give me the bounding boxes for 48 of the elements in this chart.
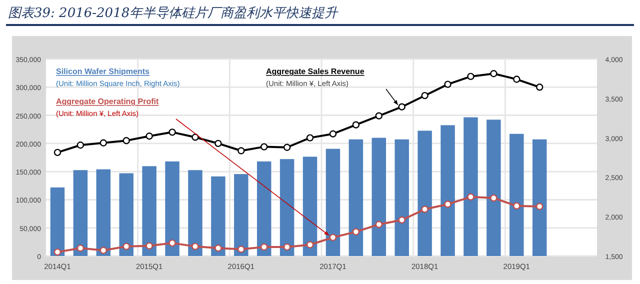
point (122, 137, 130, 144)
point (329, 234, 337, 242)
point (214, 244, 222, 252)
point (444, 80, 452, 88)
point (444, 200, 452, 208)
point (283, 144, 291, 151)
point (260, 243, 268, 251)
point (536, 84, 544, 91)
point (513, 76, 520, 83)
point (168, 239, 176, 247)
point (238, 147, 245, 154)
text: Aggregate Sales Revenue (266, 67, 365, 76)
point (375, 220, 382, 228)
point (122, 242, 130, 250)
point (421, 92, 428, 100)
point (306, 134, 314, 142)
point (490, 70, 498, 78)
point (352, 121, 360, 128)
point (54, 148, 62, 156)
point (375, 112, 382, 120)
point (146, 242, 153, 250)
text: Silicon Wafer Shipments (56, 67, 150, 76)
point (238, 246, 245, 253)
point (192, 242, 199, 250)
point (398, 103, 406, 110)
point (306, 241, 314, 248)
point (467, 72, 474, 80)
point (490, 194, 498, 202)
point (214, 140, 222, 148)
point (352, 228, 360, 236)
text: Aggregate Operating Profit (56, 97, 160, 106)
point (260, 143, 268, 150)
point (421, 206, 428, 213)
point (100, 139, 107, 146)
point (467, 193, 474, 200)
point (168, 128, 176, 136)
point (283, 243, 291, 251)
point (76, 142, 84, 149)
point (513, 202, 520, 210)
point (398, 216, 406, 224)
point (76, 244, 84, 252)
point (100, 246, 107, 254)
point (146, 132, 153, 140)
point (536, 202, 544, 210)
point (329, 130, 337, 138)
point (192, 134, 199, 141)
point (54, 248, 62, 256)
chart-title: 图表39: 2016-2018年半导体硅片厂商盈利水平快速提升 (8, 6, 339, 21)
